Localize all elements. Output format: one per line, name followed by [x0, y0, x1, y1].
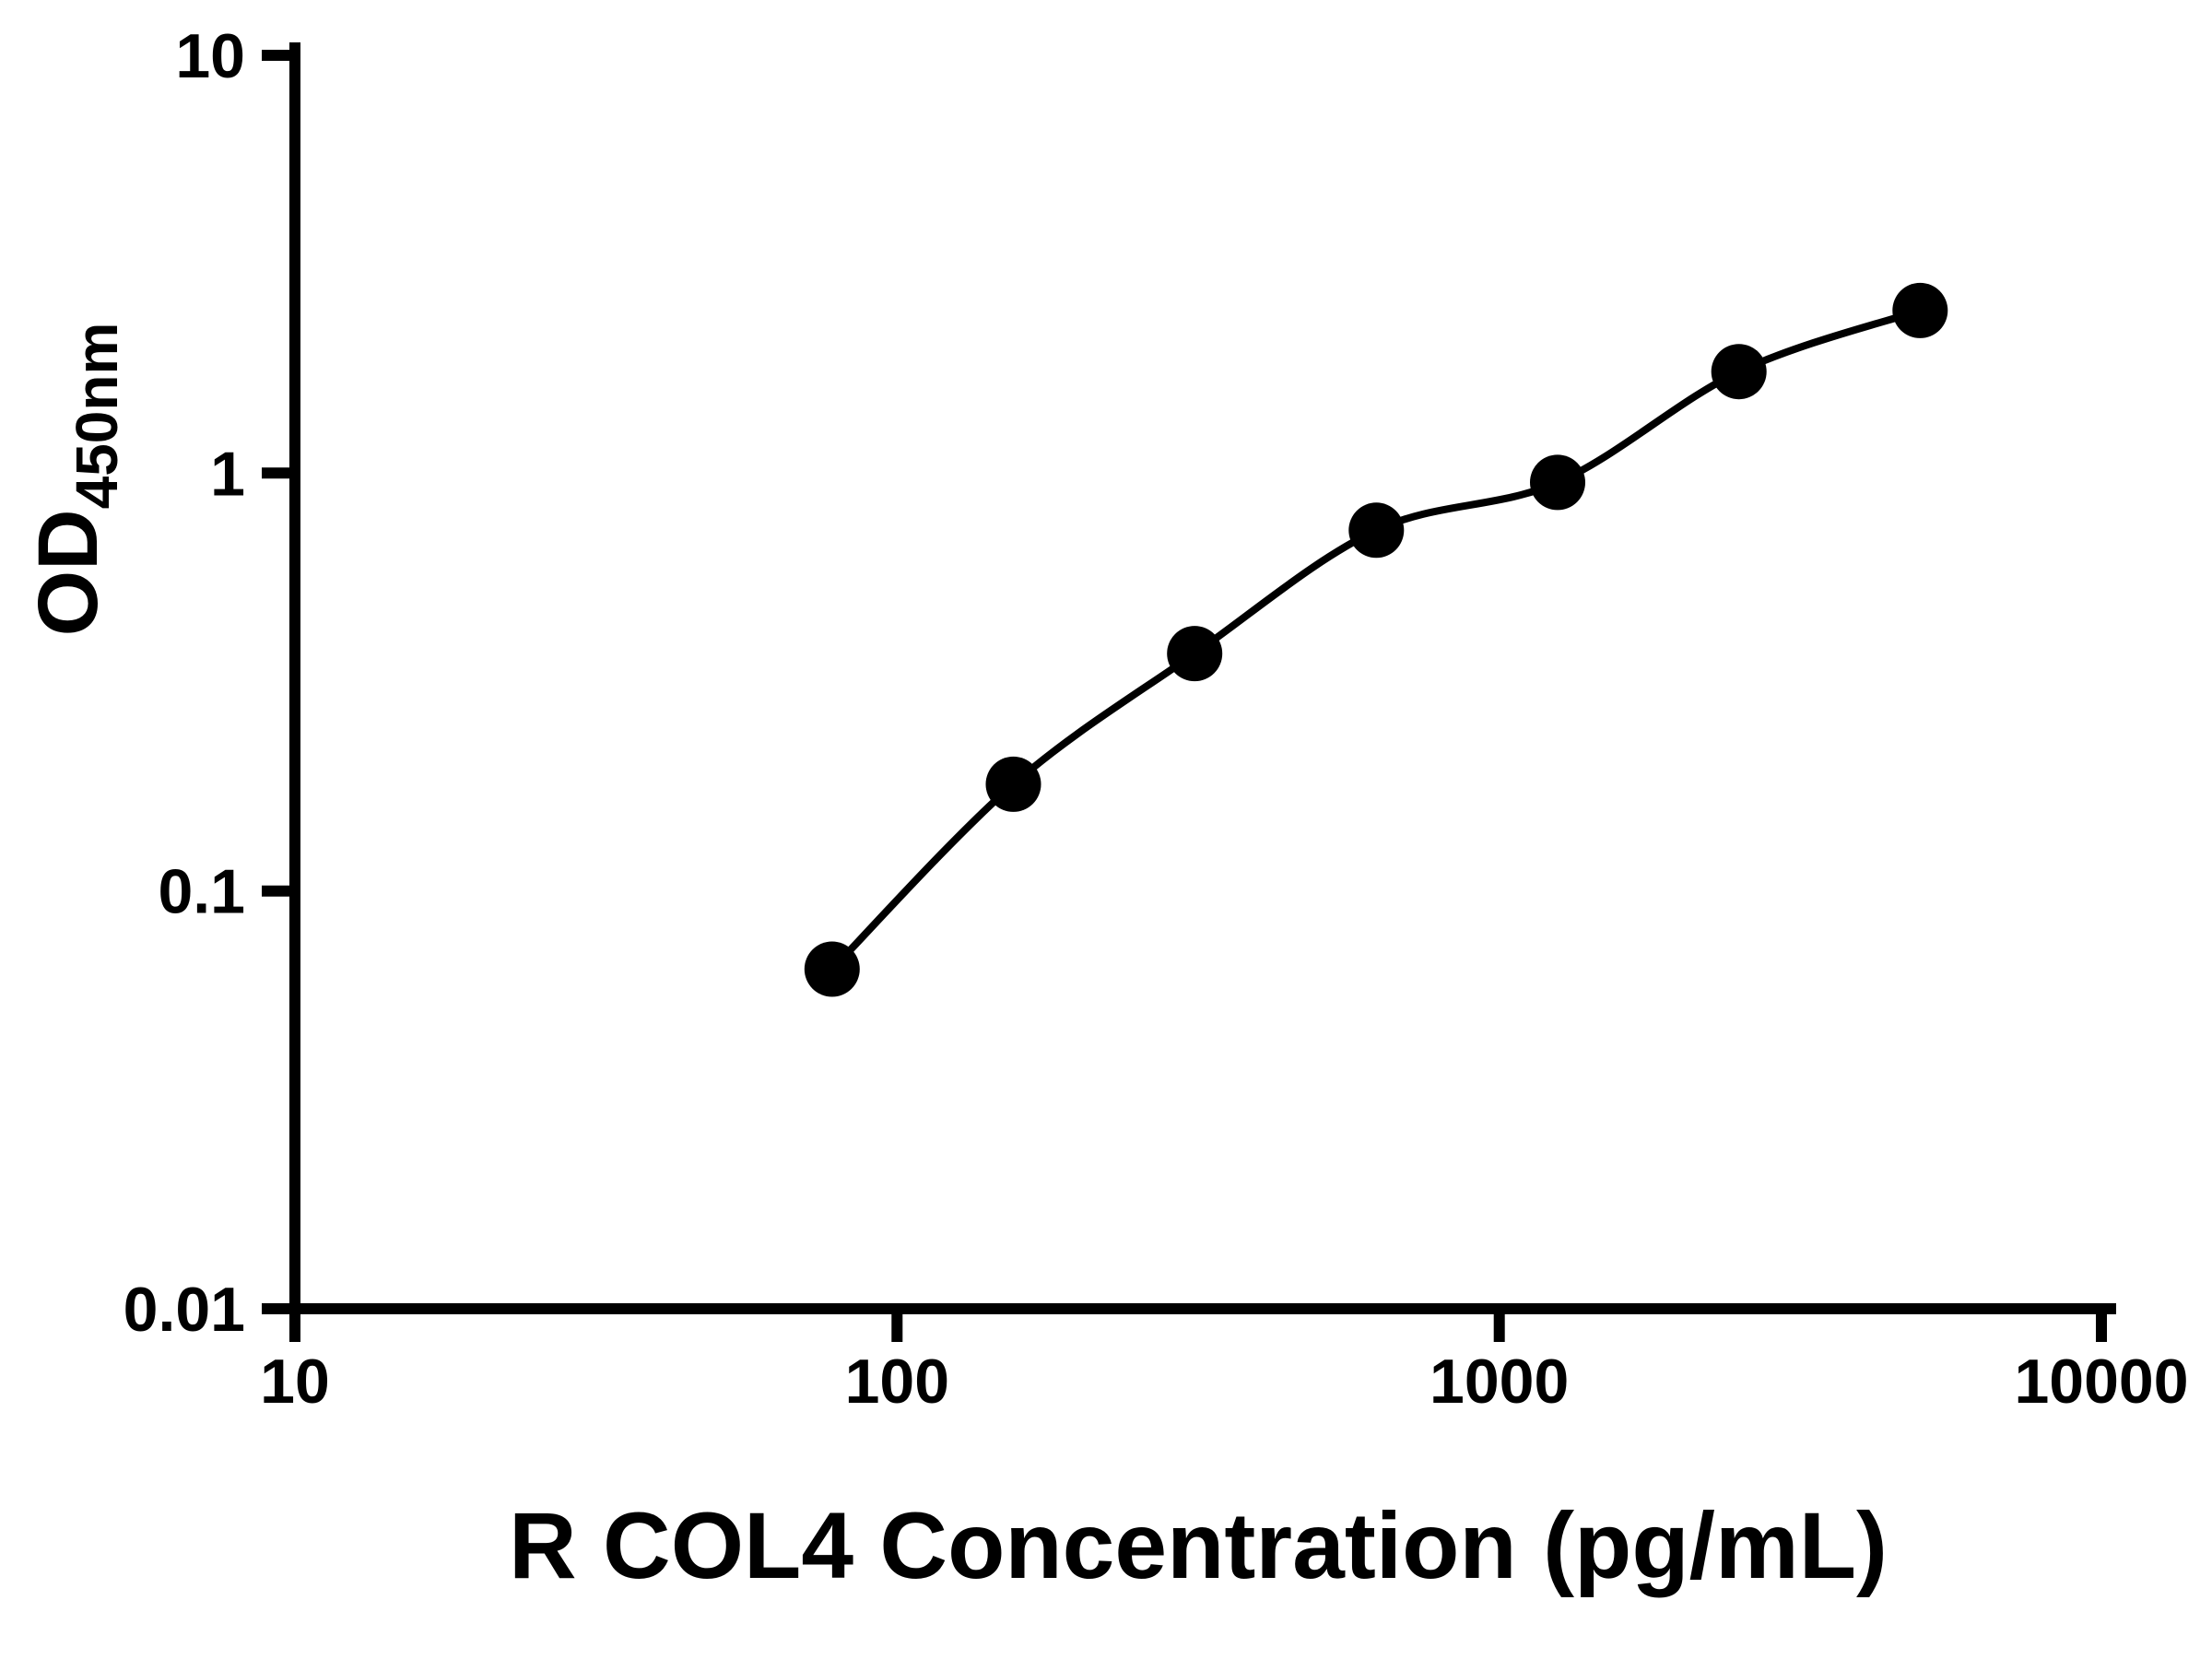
data-point — [1530, 454, 1585, 511]
x-tick-label: 10 — [260, 1347, 330, 1417]
x-tick-label: 100 — [845, 1347, 949, 1417]
data-point — [1167, 626, 1223, 682]
data-point — [985, 756, 1041, 812]
y-axis-title-subscript: 450nm — [64, 323, 130, 510]
data-point — [1711, 344, 1767, 400]
y-tick-label: 10 — [175, 21, 245, 91]
series-layer — [804, 282, 1948, 997]
data-point — [1348, 502, 1405, 559]
y-axis-title: OD450nm — [21, 323, 130, 637]
data-point — [804, 941, 860, 997]
x-axis-title: R COL4 Concentration (pg/mL) — [509, 1493, 1888, 1598]
x-tick-label: 10000 — [2014, 1347, 2188, 1417]
y-tick-label: 1 — [210, 439, 245, 509]
x-tick-label: 1000 — [1430, 1347, 1569, 1417]
y-axis-title-main: OD — [21, 509, 115, 636]
data-point — [1892, 282, 1948, 338]
axes-layer: 10 100 1000 10000 0.01 0.1 1 10 — [124, 21, 2189, 1417]
y-tick-label: 0.01 — [124, 1275, 245, 1345]
fit-curve — [829, 307, 1922, 972]
y-tick-label: 0.1 — [158, 857, 245, 927]
